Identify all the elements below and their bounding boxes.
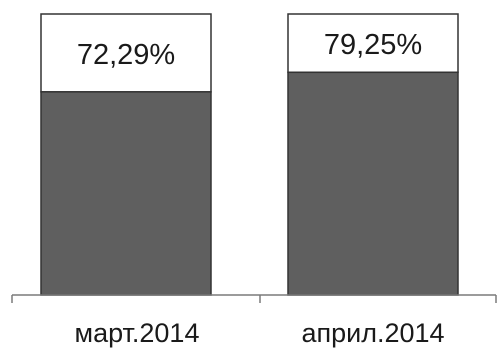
x-tick-label-march-2014: март.2014 [75, 318, 200, 348]
bar-remainder-1 [287, 13, 459, 74]
x-tick-label-april-2014: април.2014 [301, 318, 444, 348]
data-label-1: 79,25% [324, 29, 422, 61]
bars-layer: 72,29% 79,25% [40, 13, 459, 296]
bar-remainder-0 [40, 13, 212, 93]
bar-value-1 [287, 71, 459, 296]
data-label-0: 72,29% [77, 39, 175, 71]
bar-value-0 [40, 91, 212, 296]
